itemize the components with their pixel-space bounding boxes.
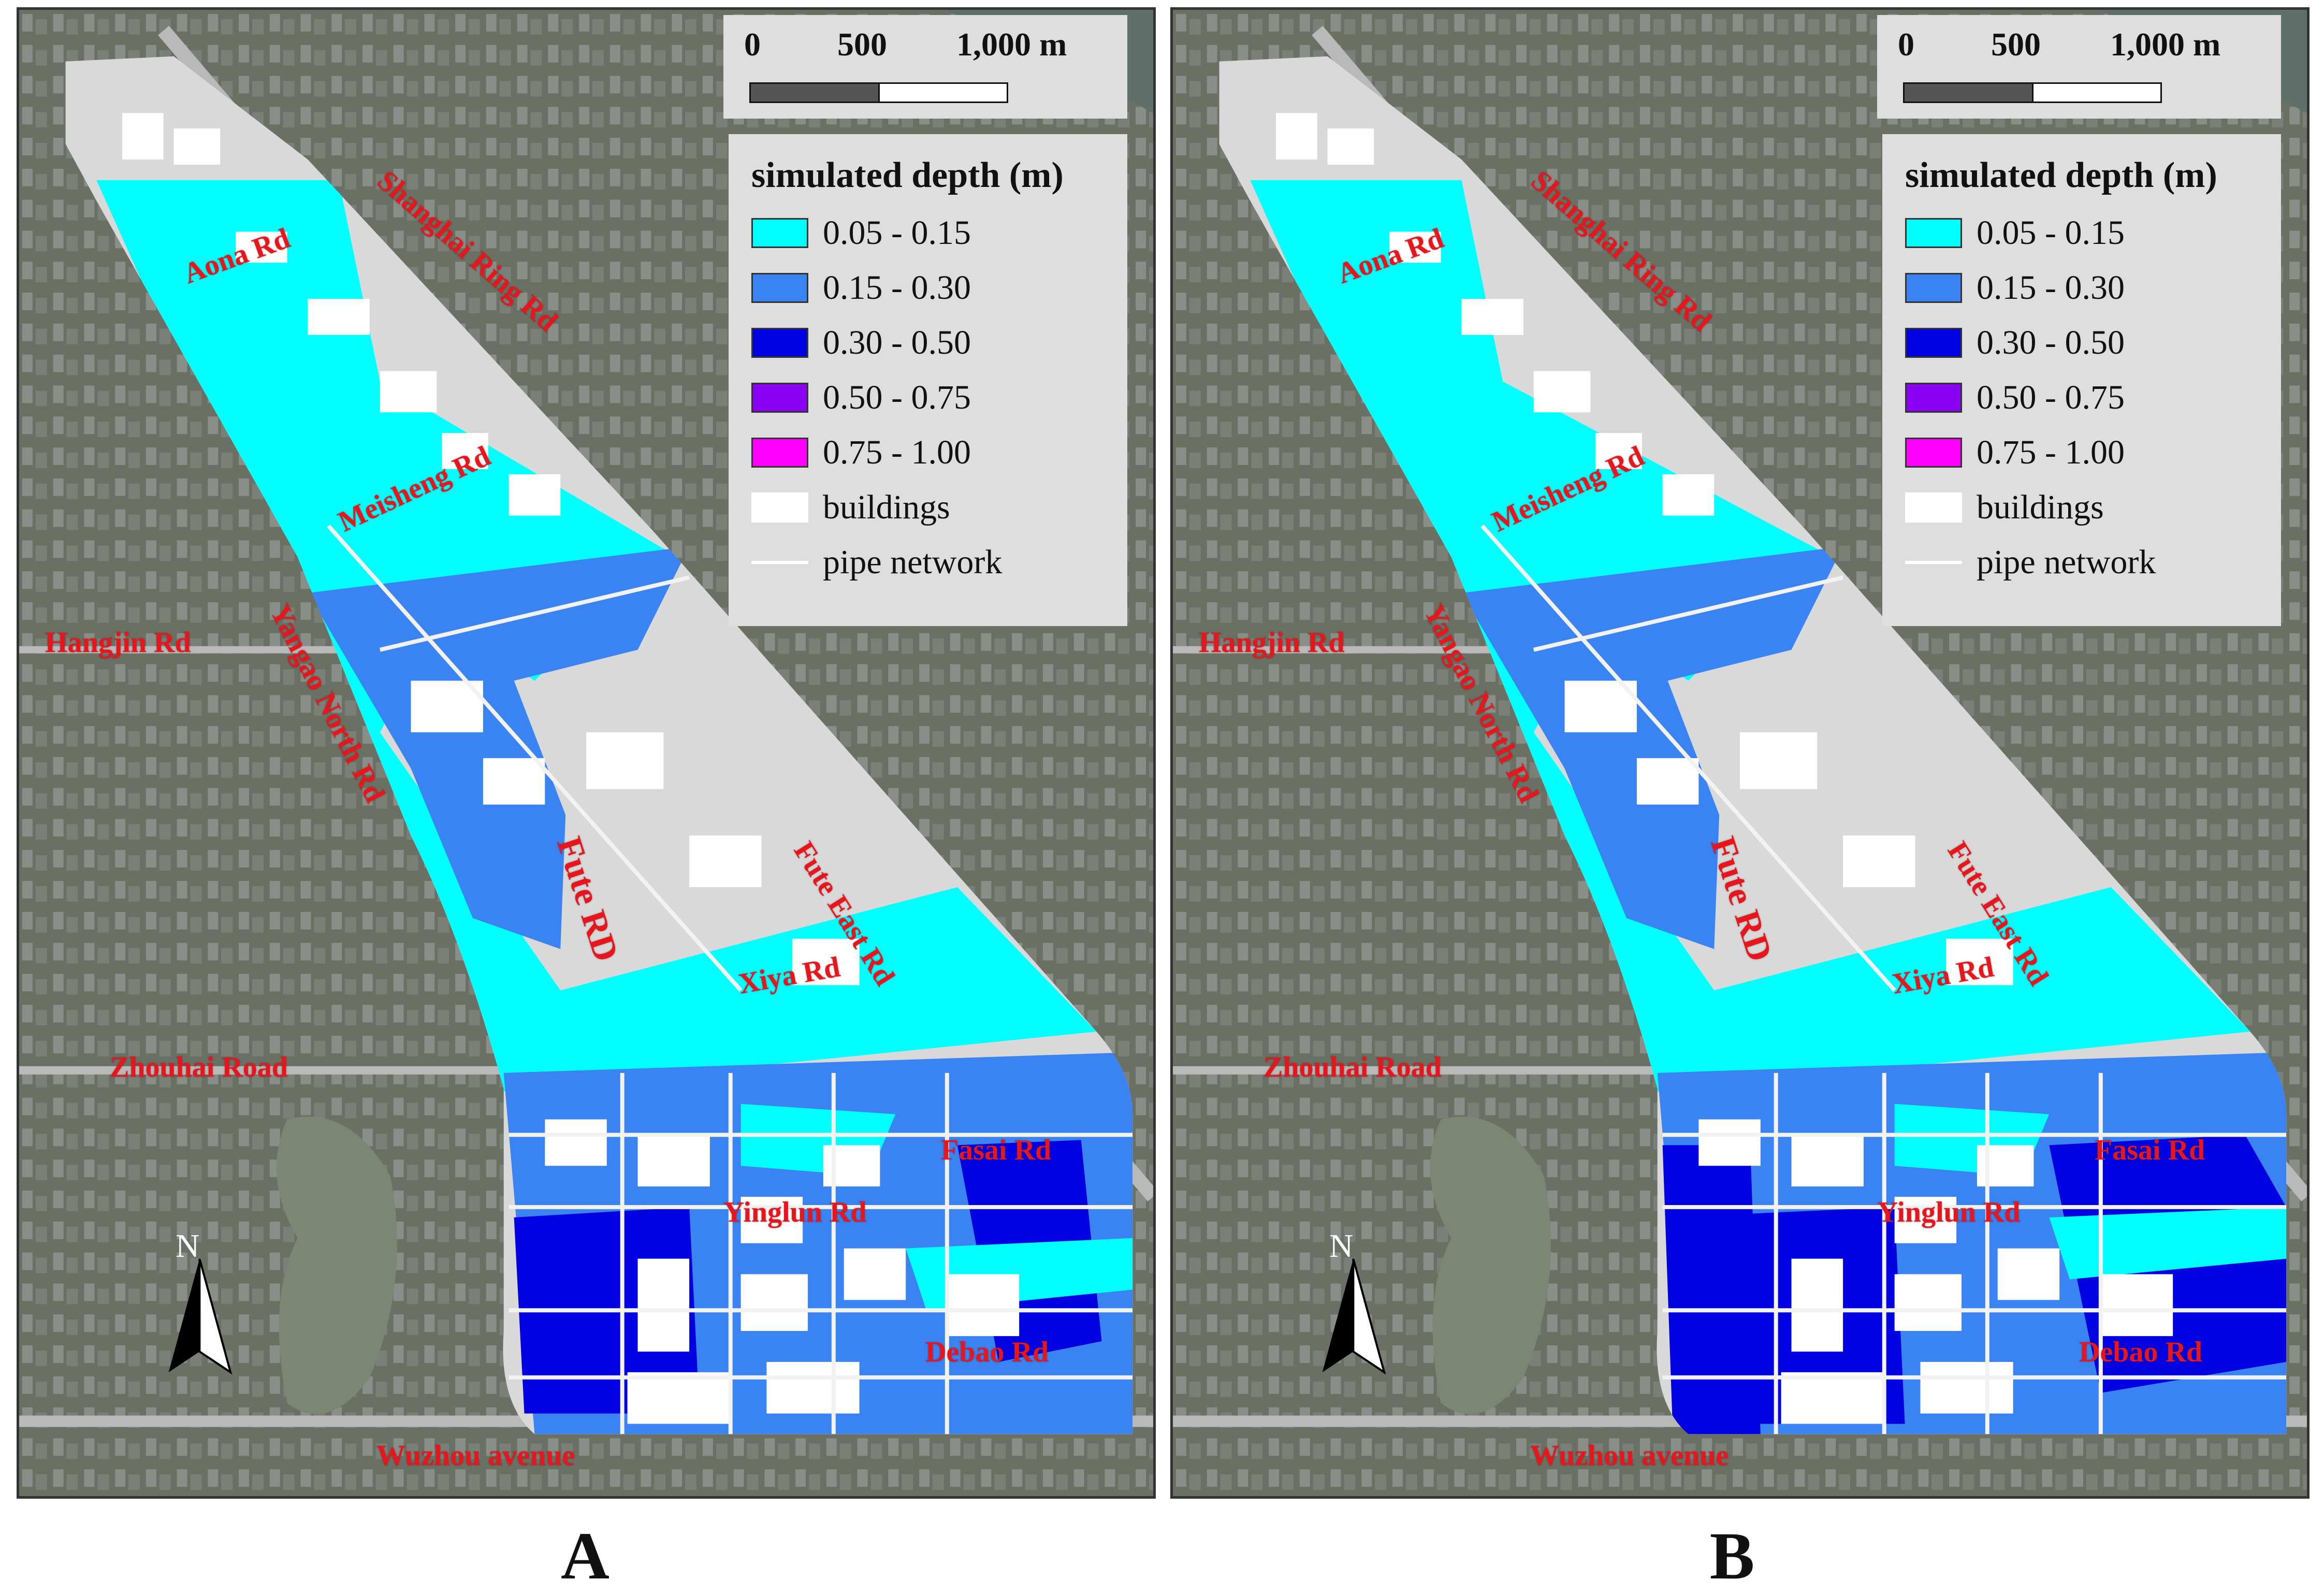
legend-item: 0.30 - 0.50: [1905, 315, 2281, 370]
road-label-hangjin: Hangjin Rd: [45, 627, 191, 659]
scale-tick-500: 500: [837, 26, 887, 63]
legend-label: 0.15 - 0.30: [823, 269, 971, 307]
map-panel-a: Shanghai Ring Rd Aona Rd Meisheng Rd Yan…: [17, 7, 1156, 1499]
road-label-zhouhai: Zhouhai Road: [110, 1051, 288, 1083]
legend-label: buildings: [823, 488, 950, 526]
road-label-yinglun: Yinglun Rd: [723, 1196, 867, 1228]
legend-item: 0.05 - 0.15: [751, 206, 1127, 260]
legend-label: pipe network: [823, 543, 1003, 581]
road-label-debao: Debao Rd: [2079, 1336, 2203, 1368]
lake: [276, 1116, 397, 1414]
legend-label: 0.50 - 0.75: [823, 379, 971, 416]
legend-swatch: [1905, 273, 1962, 303]
map-canvas: [1173, 10, 2307, 1496]
legend-label: 0.15 - 0.30: [1977, 269, 2125, 307]
legend-label: 0.30 - 0.50: [823, 324, 971, 361]
scale-tick-1000: 1,000 m: [956, 26, 1067, 63]
legend-swatch: [1905, 328, 1962, 358]
legend-item: buildings: [751, 480, 1127, 535]
legend: simulated depth (m) 0.05 - 0.15 0.15 - 0…: [729, 134, 1127, 626]
road-label-hangjin: Hangjin Rd: [1199, 627, 1345, 659]
legend-title: simulated depth (m): [1905, 155, 2217, 195]
legend-label: 0.75 - 1.00: [1977, 433, 2125, 471]
north-arrow-graphic: [168, 1258, 233, 1375]
panel-label-b: B: [1709, 1519, 1755, 1593]
legend-label: 0.30 - 0.50: [1977, 324, 2125, 361]
legend-swatch: [751, 273, 808, 303]
north-label: N: [1329, 1227, 1354, 1264]
legend-item: 0.75 - 1.00: [751, 425, 1127, 480]
legend-item: 0.15 - 0.30: [751, 260, 1127, 315]
legend-swatch: [1905, 561, 1962, 564]
lake: [1430, 1116, 1551, 1414]
road-label-wuzhou: Wuzhou avenue: [1530, 1440, 1729, 1472]
legend-label: pipe network: [1977, 543, 2156, 581]
flood-depth-layer: [1250, 113, 2287, 1434]
legend-item: 0.05 - 0.15: [1905, 206, 2281, 260]
legend-swatch: [751, 492, 808, 523]
legend-swatch: [1905, 492, 1962, 523]
legend-item: 0.30 - 0.50: [751, 315, 1127, 370]
legend-item: 0.50 - 0.75: [751, 370, 1127, 425]
legend-swatch: [1905, 438, 1962, 468]
road-label-fasai: Fasai Rd: [2095, 1134, 2205, 1166]
legend-swatch: [751, 438, 808, 468]
road-label-wuzhou: Wuzhou avenue: [376, 1440, 575, 1472]
legend-item: 0.50 - 0.75: [1905, 370, 2281, 425]
scale-tick-0: 0: [744, 26, 761, 63]
legend-swatch: [751, 561, 808, 564]
flood-depth-layer: [96, 113, 1133, 1434]
scale-bar-graphic: [1903, 82, 2162, 103]
road-label-yinglun: Yinglun Rd: [1877, 1196, 2021, 1228]
legend-item: pipe network: [1905, 535, 2281, 590]
legend-item: 0.75 - 1.00: [1905, 425, 2281, 480]
legend-swatch: [1905, 383, 1962, 413]
legend-swatch: [1905, 218, 1962, 248]
legend-title: simulated depth (m): [751, 155, 1064, 195]
scale-bar: 0 500 1,000 m: [723, 15, 1127, 119]
scale-tick-500: 500: [1991, 26, 2041, 63]
north-label: N: [176, 1227, 200, 1264]
scale-bar-graphic: [749, 82, 1008, 103]
scale-bar: 0 500 1,000 m: [1877, 15, 2281, 119]
legend-swatch: [751, 218, 808, 248]
scale-tick-0: 0: [1898, 26, 1914, 63]
legend-item: buildings: [1905, 480, 2281, 535]
panel-label-a: A: [561, 1519, 609, 1593]
legend-label: 0.50 - 0.75: [1977, 379, 2125, 416]
legend-label: 0.75 - 1.00: [823, 433, 971, 471]
legend-item: 0.15 - 0.30: [1905, 260, 2281, 315]
road-label-fasai: Fasai Rd: [941, 1134, 1052, 1166]
legend-label: 0.05 - 0.15: [1977, 214, 2125, 252]
legend-swatch: [751, 328, 808, 358]
legend-label: 0.05 - 0.15: [823, 214, 971, 252]
road-label-debao: Debao Rd: [925, 1336, 1049, 1368]
legend: simulated depth (m) 0.05 - 0.15 0.15 - 0…: [1882, 134, 2281, 626]
legend-swatch: [751, 383, 808, 413]
map-panel-b: Shanghai Ring Rd Aona Rd Meisheng Rd Yan…: [1170, 7, 2310, 1499]
road-label-zhouhai: Zhouhai Road: [1263, 1051, 1442, 1083]
legend-item: pipe network: [751, 535, 1127, 590]
scale-tick-1000: 1,000 m: [2110, 26, 2221, 63]
legend-label: buildings: [1977, 488, 2104, 526]
